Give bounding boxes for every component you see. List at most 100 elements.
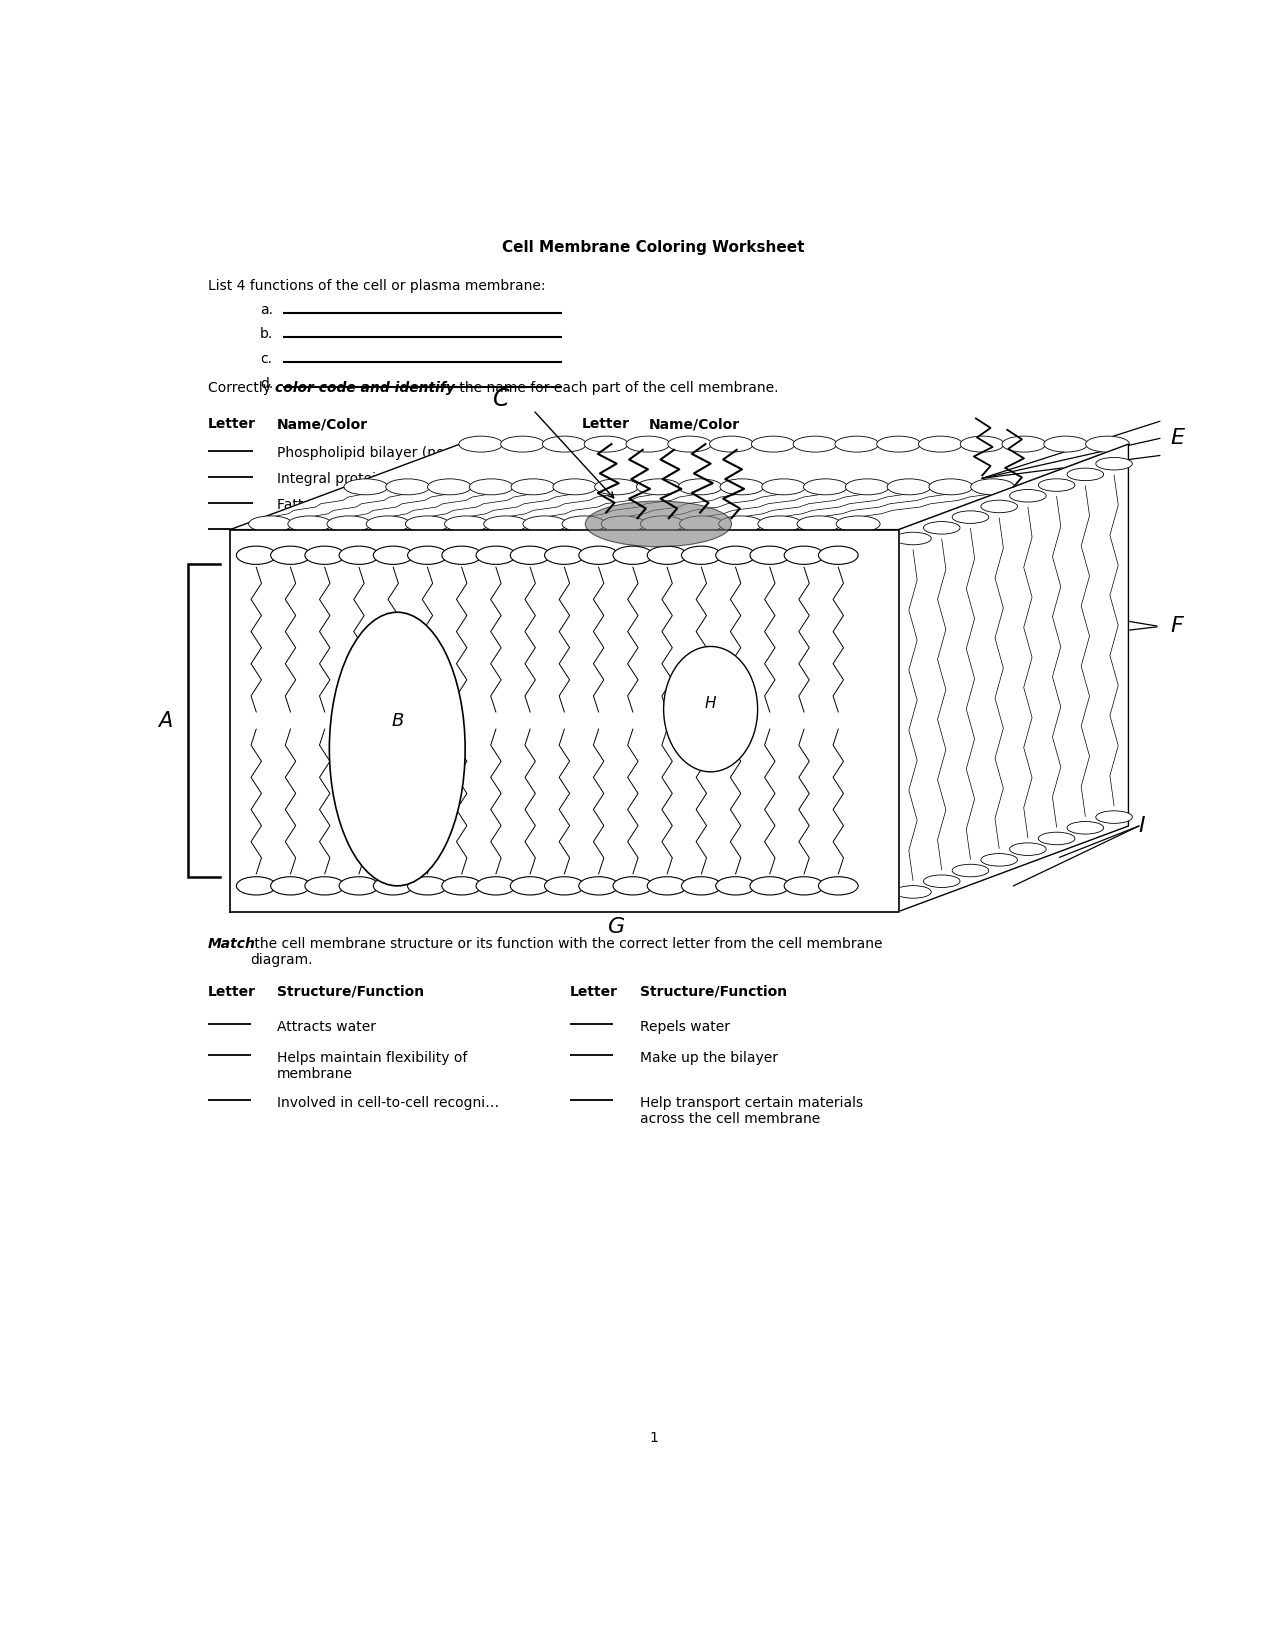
Ellipse shape [270,876,310,894]
Ellipse shape [710,436,754,452]
Ellipse shape [374,876,413,894]
Text: Match: Match [208,937,256,950]
Text: Phospholipid bilayer (no color): Phospholipid bilayer (no color) [277,446,488,460]
Text: the name for each part of the cell membrane.: the name for each part of the cell membr… [455,381,778,396]
Text: Letter: Letter [570,985,618,998]
Ellipse shape [544,876,584,894]
Ellipse shape [929,478,973,495]
Ellipse shape [236,876,277,894]
Ellipse shape [970,478,1015,495]
Ellipse shape [835,436,878,452]
Ellipse shape [305,546,344,564]
Ellipse shape [542,436,586,452]
Ellipse shape [442,546,482,564]
Ellipse shape [819,876,858,894]
Ellipse shape [923,521,960,535]
Ellipse shape [366,516,411,531]
Text: Name/Color: Name/Color [649,417,741,431]
Ellipse shape [476,876,516,894]
Ellipse shape [836,516,880,531]
Ellipse shape [510,546,550,564]
Ellipse shape [877,436,921,452]
Text: Letter: Letter [581,417,630,431]
Text: E: E [1170,429,1184,449]
Text: Cholesterol (blue): Cholesterol (blue) [649,472,773,487]
Text: C: C [493,388,510,411]
Ellipse shape [501,436,544,452]
Text: B: B [391,711,403,729]
Ellipse shape [270,546,310,564]
Ellipse shape [720,478,764,495]
Ellipse shape [681,876,722,894]
Ellipse shape [459,436,502,452]
Ellipse shape [648,876,687,894]
Ellipse shape [326,516,371,531]
Ellipse shape [523,516,566,531]
Ellipse shape [761,478,806,495]
Ellipse shape [1002,436,1046,452]
Ellipse shape [751,436,796,452]
Text: Letter: Letter [208,417,256,431]
Text: Help transport certain materials
across the cell membrane: Help transport certain materials across … [640,1096,863,1125]
Ellipse shape [895,533,931,544]
Ellipse shape [719,516,762,531]
Ellipse shape [236,546,277,564]
Text: Peripheral protein (red): Peripheral protein (red) [649,446,812,460]
Ellipse shape [427,478,472,495]
Ellipse shape [663,647,757,772]
Text: I: I [1139,817,1145,837]
Ellipse shape [579,876,618,894]
Polygon shape [230,444,1128,530]
Text: F: F [1170,617,1183,637]
Ellipse shape [887,478,931,495]
Ellipse shape [374,546,413,564]
Ellipse shape [980,853,1017,866]
Text: Helps maintain flexibility of
membrane: Helps maintain flexibility of membrane [277,1051,468,1081]
Ellipse shape [750,546,789,564]
Ellipse shape [640,516,685,531]
Ellipse shape [305,876,344,894]
Ellipse shape [784,876,824,894]
Ellipse shape [923,874,960,888]
Ellipse shape [918,436,963,452]
Polygon shape [230,530,899,911]
Ellipse shape [602,516,645,531]
Ellipse shape [510,876,550,894]
Ellipse shape [803,478,848,495]
Ellipse shape [613,876,653,894]
Ellipse shape [960,436,1005,452]
Ellipse shape [793,436,836,452]
Ellipse shape [1095,810,1132,823]
Ellipse shape [1010,843,1047,855]
Ellipse shape [445,516,488,531]
Text: Glycolipids (purple): Glycolipids (purple) [649,525,784,538]
Ellipse shape [980,500,1017,513]
Ellipse shape [339,876,379,894]
Ellipse shape [668,436,711,452]
Ellipse shape [1038,478,1075,492]
Text: Correctly: Correctly [208,381,275,396]
Ellipse shape [1067,822,1104,833]
Text: Involved in cell-to-cell recogni…: Involved in cell-to-cell recogni… [277,1096,500,1110]
Text: Cell Membrane Coloring Worksheet: Cell Membrane Coloring Worksheet [502,241,805,256]
Ellipse shape [626,436,669,452]
Ellipse shape [339,546,379,564]
Ellipse shape [757,516,802,531]
Ellipse shape [784,546,824,564]
Text: G: G [608,917,625,937]
Ellipse shape [1095,457,1132,470]
Ellipse shape [678,478,722,495]
Ellipse shape [579,546,618,564]
Ellipse shape [845,478,889,495]
Ellipse shape [895,886,931,898]
Ellipse shape [249,516,292,531]
Text: Glycoprotein (green): Glycoprotein (green) [649,498,793,512]
Ellipse shape [442,876,482,894]
Ellipse shape [1010,490,1047,502]
Text: H: H [705,696,717,711]
Ellipse shape [511,478,555,495]
Ellipse shape [405,516,449,531]
Text: color code and identify: color code and identify [275,381,455,396]
Ellipse shape [594,478,639,495]
Text: Fatty acid tails (orange): Fatty acid tails (orange) [277,498,442,512]
